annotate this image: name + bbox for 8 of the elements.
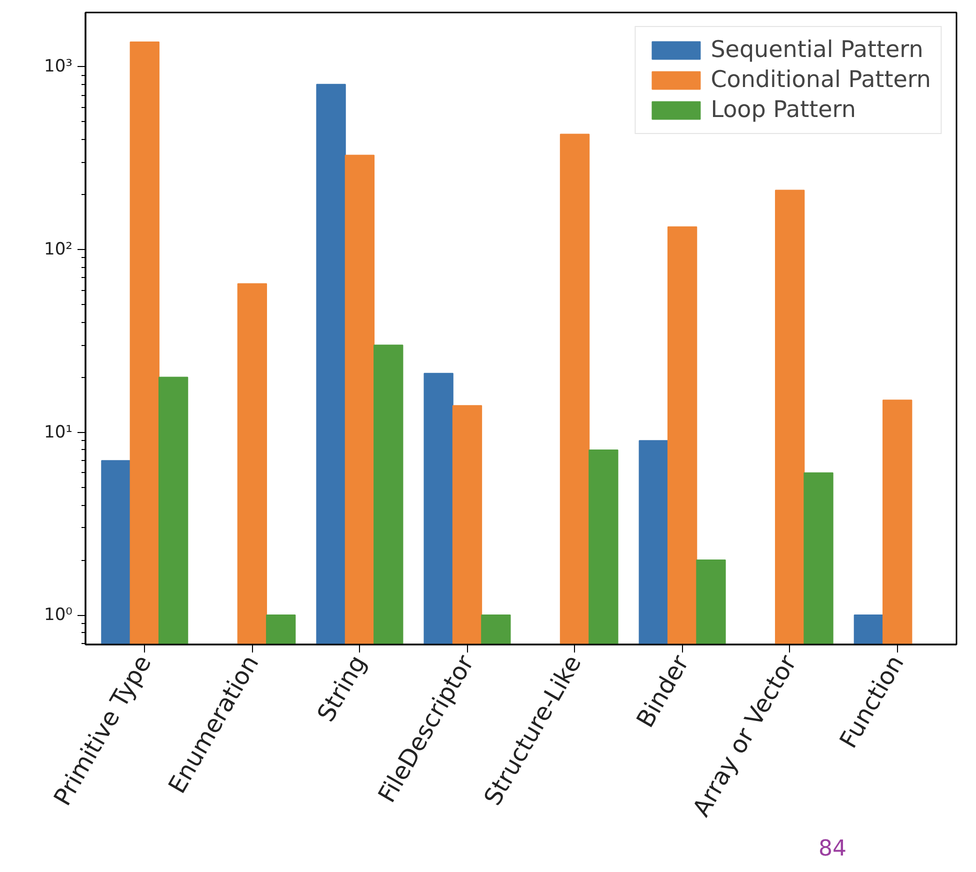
y-tick-label: 10³ — [44, 56, 73, 77]
text: 84 — [818, 836, 847, 862]
legend-label: Sequential Pattern — [710, 37, 924, 63]
y-tick-label: 10⁰ — [44, 605, 73, 626]
legend-label: Conditional Pattern — [710, 67, 931, 93]
y-tick-label: 10² — [44, 239, 73, 260]
y-tick-label: 10¹ — [44, 422, 73, 442]
legend-label: Loop Pattern — [710, 97, 856, 123]
